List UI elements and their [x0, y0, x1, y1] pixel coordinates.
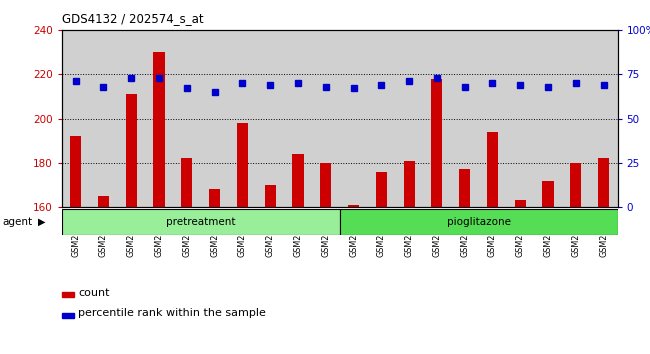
Bar	[312, 30, 340, 207]
Bar	[237, 123, 248, 207]
Bar	[515, 200, 526, 207]
Bar	[145, 30, 173, 207]
Bar	[395, 30, 423, 207]
Bar	[173, 30, 201, 207]
Bar	[598, 159, 609, 207]
Bar	[98, 196, 109, 207]
Bar	[376, 172, 387, 207]
Text: agent: agent	[2, 217, 32, 227]
Text: pretreatment: pretreatment	[166, 217, 235, 227]
Bar	[117, 30, 145, 207]
Bar	[506, 30, 534, 207]
Bar	[209, 189, 220, 207]
Bar	[451, 30, 478, 207]
Bar	[256, 30, 284, 207]
Bar	[284, 30, 312, 207]
Bar	[487, 132, 498, 207]
Text: GDS4132 / 202574_s_at: GDS4132 / 202574_s_at	[62, 12, 203, 25]
Bar	[265, 185, 276, 207]
Text: pioglitazone: pioglitazone	[447, 217, 510, 227]
Bar	[432, 79, 443, 207]
Bar	[348, 205, 359, 207]
Bar	[90, 30, 117, 207]
Bar	[478, 30, 506, 207]
Bar	[62, 313, 74, 318]
Bar	[153, 52, 164, 207]
Bar	[339, 209, 618, 235]
Bar	[534, 30, 562, 207]
Text: count: count	[79, 288, 110, 298]
Text: percentile rank within the sample: percentile rank within the sample	[79, 308, 266, 318]
Bar	[62, 30, 90, 207]
Bar	[62, 292, 74, 297]
Bar	[125, 94, 136, 207]
Bar	[562, 30, 590, 207]
Bar	[292, 154, 304, 207]
Bar	[320, 163, 332, 207]
Bar	[181, 159, 192, 207]
Text: ▶: ▶	[38, 217, 46, 227]
Bar	[201, 30, 229, 207]
Bar	[459, 170, 470, 207]
Bar	[423, 30, 451, 207]
Bar	[570, 163, 581, 207]
Bar	[70, 136, 81, 207]
Bar	[339, 30, 367, 207]
Bar	[367, 30, 395, 207]
Bar	[229, 30, 256, 207]
Bar	[62, 209, 339, 235]
Bar	[404, 161, 415, 207]
Bar	[590, 30, 618, 207]
Bar	[543, 181, 554, 207]
